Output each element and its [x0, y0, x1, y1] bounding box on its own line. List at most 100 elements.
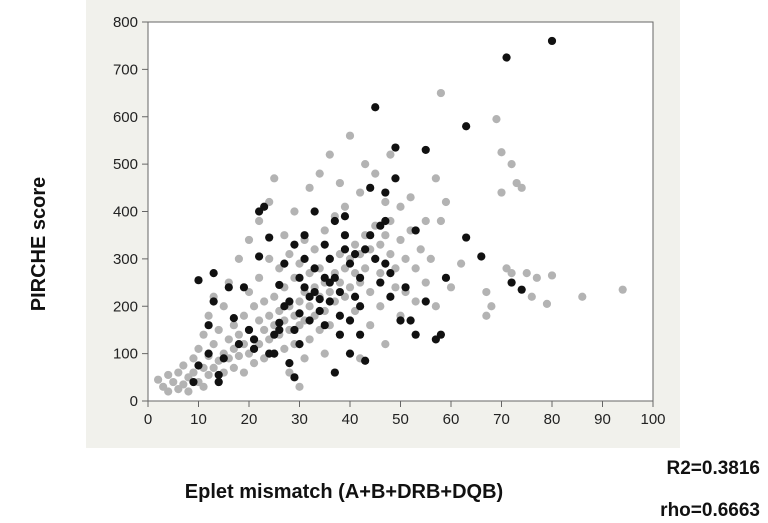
black-data-point — [204, 349, 213, 358]
gray-data-point — [320, 226, 329, 235]
gray-data-point — [482, 287, 491, 297]
gray-data-point — [361, 160, 370, 169]
gray-data-point — [457, 259, 466, 268]
gray-data-point — [194, 344, 203, 353]
black-data-point — [194, 276, 203, 285]
black-data-point — [401, 283, 410, 292]
black-data-point — [229, 313, 238, 323]
black-data-point — [275, 325, 284, 335]
gray-data-point — [411, 297, 420, 306]
black-data-point — [189, 377, 198, 387]
gray-data-point — [234, 330, 243, 339]
black-data-point — [320, 321, 329, 330]
black-data-point — [335, 287, 344, 297]
gray-data-point — [204, 311, 213, 320]
gray-data-point — [507, 160, 516, 169]
black-data-point — [381, 188, 390, 197]
gray-data-point — [371, 169, 380, 178]
black-data-point — [421, 145, 430, 155]
gray-data-point — [270, 174, 279, 183]
black-data-point — [209, 268, 218, 278]
gray-data-point — [234, 254, 243, 263]
black-data-point — [371, 103, 380, 112]
gray-data-point — [507, 268, 516, 278]
gray-data-point — [214, 325, 223, 335]
gray-data-point — [260, 297, 269, 306]
gray-data-point — [209, 363, 218, 372]
black-data-point — [249, 335, 259, 344]
y-tick-label: 400 — [113, 204, 138, 221]
y-tick-label: 500 — [113, 156, 138, 173]
gray-data-point — [239, 311, 249, 320]
black-data-point — [330, 368, 339, 377]
black-data-point — [255, 252, 264, 261]
gray-data-point — [345, 283, 355, 292]
gray-data-point — [406, 193, 415, 202]
black-data-point — [381, 259, 390, 268]
black-data-point — [290, 325, 299, 335]
y-tick-label: 600 — [113, 109, 138, 126]
gray-data-point — [542, 299, 552, 308]
gray-data-point — [366, 287, 375, 297]
x-tick-label: 0 — [144, 411, 152, 428]
gray-data-point — [381, 231, 390, 240]
y-axis-title: PIRCHE score — [28, 177, 50, 312]
gray-data-point — [335, 178, 344, 188]
black-data-point — [345, 316, 355, 325]
gray-data-point — [255, 316, 264, 325]
gray-data-point — [345, 131, 355, 140]
gray-data-point — [229, 321, 238, 330]
black-data-point — [214, 377, 223, 387]
gray-data-point — [325, 150, 334, 159]
black-data-point — [350, 292, 360, 301]
black-data-point — [219, 354, 228, 363]
black-data-point — [340, 212, 350, 221]
black-data-point — [462, 122, 471, 131]
gray-data-point — [532, 273, 541, 282]
gray-data-point — [396, 202, 405, 211]
x-tick-label: 70 — [493, 411, 510, 428]
x-axis-title: Eplet mismatch (A+B+DRB+DQB) — [185, 481, 503, 503]
x-tick-label: 10 — [190, 411, 207, 428]
gray-data-point — [189, 354, 198, 363]
gray-data-point — [174, 368, 183, 377]
gray-data-point — [164, 387, 173, 396]
y-axis: 0 100 200 300 400 500 600 700 800 — [113, 14, 148, 410]
black-data-point — [330, 273, 339, 282]
black-data-point — [335, 311, 344, 320]
black-data-point — [280, 259, 289, 268]
black-data-point — [381, 216, 390, 226]
gray-data-point — [396, 235, 405, 245]
x-tick-label: 80 — [544, 411, 561, 428]
gray-data-point — [421, 278, 430, 287]
gray-data-point — [356, 188, 365, 197]
gray-data-point — [169, 377, 178, 387]
black-data-point — [391, 174, 400, 183]
data-points — [154, 36, 627, 396]
black-data-point — [517, 285, 526, 294]
black-data-point — [356, 273, 365, 282]
r-squared-annotation: R2=0.3816 — [667, 458, 761, 479]
gray-data-point — [376, 302, 385, 311]
gray-data-point — [401, 254, 410, 263]
gray-data-point — [436, 216, 445, 226]
black-data-point — [547, 36, 557, 46]
black-data-point — [356, 330, 365, 339]
gray-data-point — [381, 197, 390, 207]
black-data-point — [290, 373, 299, 382]
gray-data-point — [280, 344, 289, 353]
gray-data-point — [154, 375, 163, 384]
black-data-point — [477, 252, 486, 261]
black-data-point — [300, 254, 309, 263]
gray-data-point — [234, 351, 243, 361]
plot-area — [147, 21, 654, 402]
gray-data-point — [482, 311, 491, 320]
gray-data-point — [547, 271, 557, 280]
black-data-point — [209, 297, 218, 306]
black-data-point — [275, 280, 284, 290]
gray-data-point — [497, 148, 506, 157]
gray-data-point — [219, 302, 228, 311]
black-data-point — [204, 321, 213, 330]
gray-data-point — [224, 335, 233, 344]
